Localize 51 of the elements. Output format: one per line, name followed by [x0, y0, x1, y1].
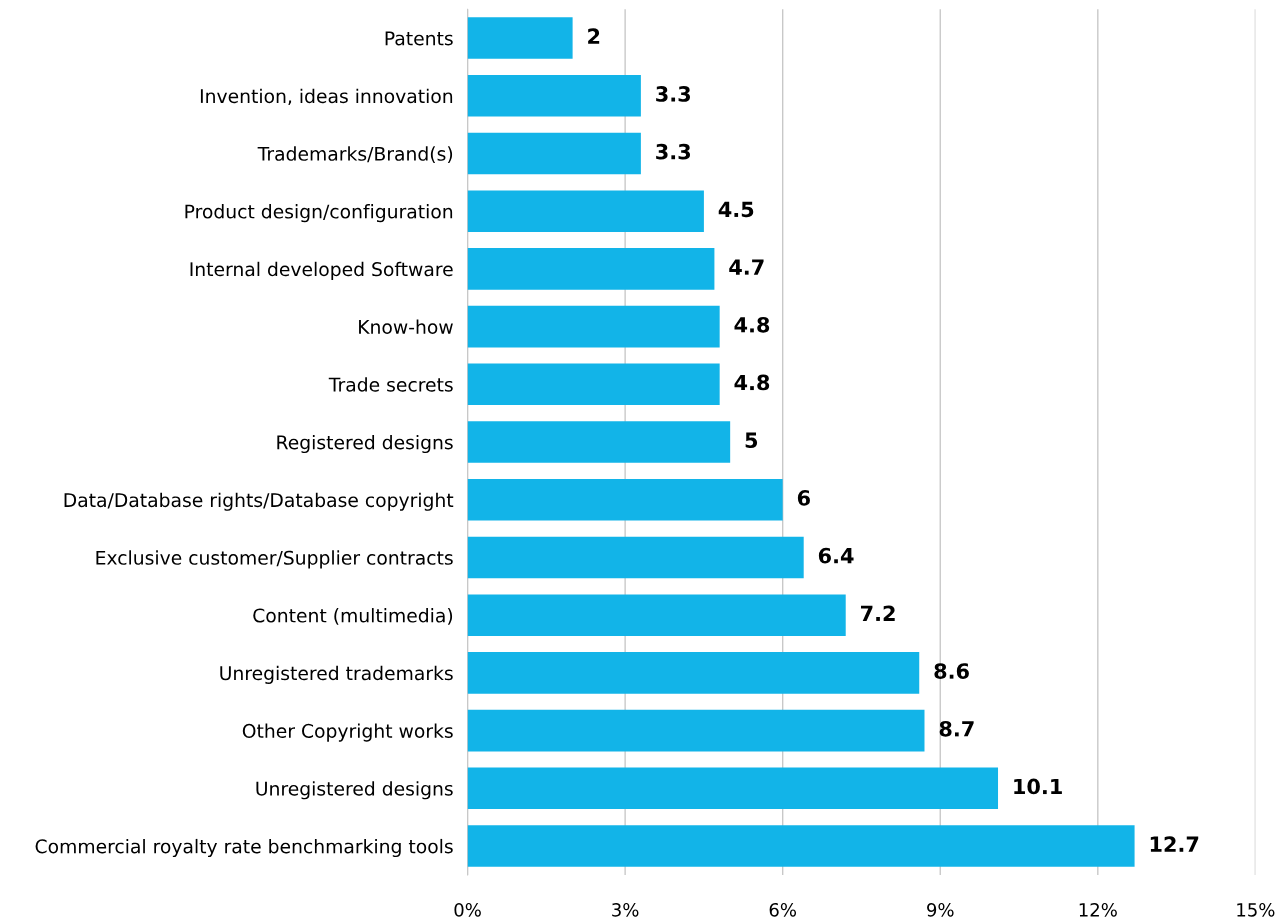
y-tick-label: Trade secrets: [328, 377, 453, 392]
data-label: 6.4: [818, 547, 854, 564]
y-tick-label: Unregistered trademarks: [220, 665, 453, 684]
bar: [467, 363, 720, 406]
bar: [467, 709, 925, 752]
bar: [467, 767, 999, 810]
x-tick-label: 9%: [927, 902, 954, 917]
bar: [467, 421, 731, 463]
data-label: 6: [797, 490, 810, 506]
bar: [467, 536, 804, 579]
y-tick-label: Exclusive customer/Supplier contracts: [96, 550, 453, 569]
y-tick-label: Data/Database rights/Database copyright: [64, 492, 454, 511]
data-label: 8.7: [939, 720, 974, 737]
x-tick-label: 3%: [612, 902, 639, 917]
bar: [467, 652, 920, 694]
bar: [467, 594, 846, 636]
data-label: 10.1: [1014, 778, 1062, 795]
data-label: 4.7: [729, 259, 764, 275]
y-tick-label: Commercial royalty rate benchmarking tools: [35, 838, 453, 858]
bar: [467, 190, 704, 232]
data-label: 7.2: [861, 605, 895, 621]
data-label: 8.6: [934, 663, 969, 679]
y-tick-label: Registered designs: [277, 434, 453, 454]
bar: [467, 305, 720, 348]
y-tick-label: Product design/configuration: [185, 204, 453, 223]
y-tick-label: Patents: [385, 31, 453, 46]
x-tick-label: 12%: [1079, 902, 1117, 917]
data-label: 2: [588, 28, 600, 44]
y-tick-label: Other Copyright works: [242, 723, 453, 742]
data-label: 12.7: [1150, 836, 1199, 852]
y-tick-label: Know-how: [359, 319, 453, 334]
data-label: 3.3: [656, 143, 691, 160]
y-tick-label: Internal developed Software: [190, 261, 453, 280]
y-tick-label: Content (multimedia): [253, 608, 453, 625]
data-label: 4.8: [734, 374, 770, 391]
x-tick-label: 6%: [769, 902, 797, 917]
x-tick-label: 0%: [454, 902, 481, 917]
bar: [467, 825, 1135, 867]
data-label: 5: [745, 432, 758, 449]
data-label: 3.3: [656, 86, 691, 102]
bar: [467, 17, 573, 59]
bar: [467, 248, 715, 290]
bar: [467, 74, 641, 117]
y-tick-label: Invention, ideas innovation: [200, 88, 453, 106]
x-tick-label: 15%: [1237, 902, 1275, 917]
bar: [467, 478, 783, 521]
y-tick-label: Unregistered designs: [256, 781, 453, 800]
y-tick-label: Trademarks/Brand(s): [257, 146, 453, 164]
bar: [467, 132, 641, 175]
data-label: 4.5: [718, 201, 754, 218]
data-label: 4.8: [734, 316, 770, 333]
